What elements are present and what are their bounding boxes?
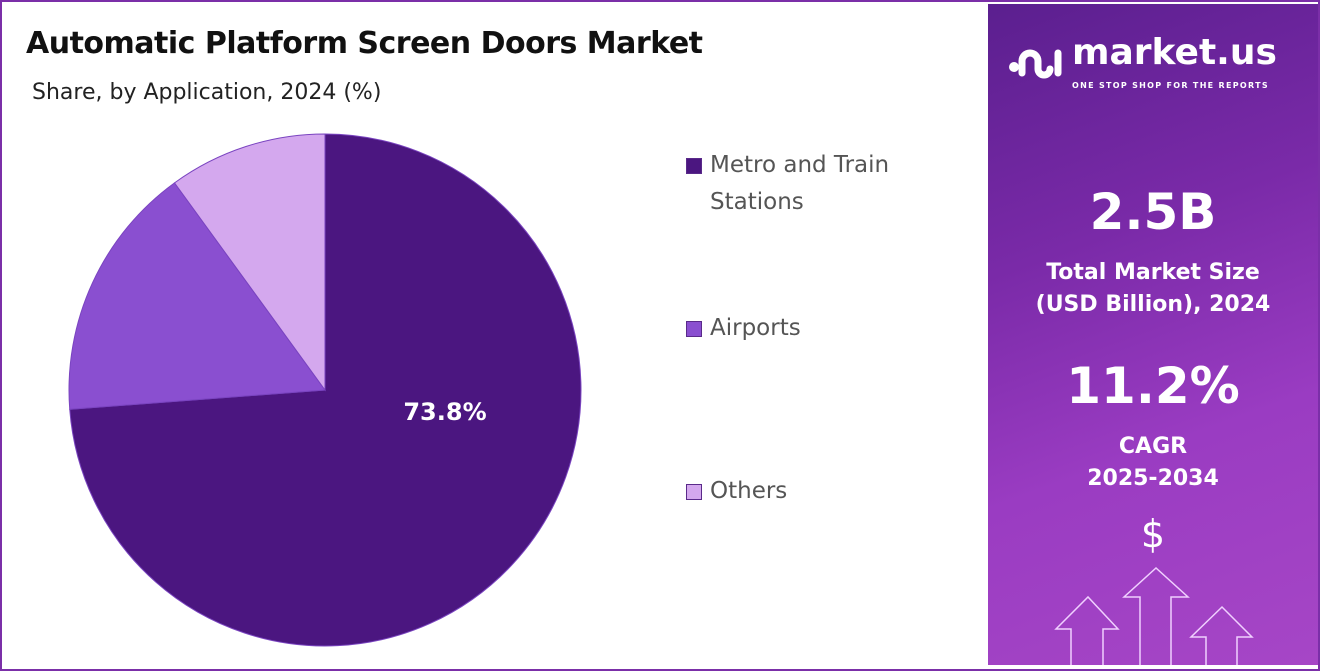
legend-item: Others	[686, 473, 950, 510]
logo-icon	[1009, 49, 1062, 79]
legend-swatch	[686, 484, 702, 500]
legend-swatch	[686, 158, 702, 174]
legend-item: Metro and Train Stations	[686, 147, 950, 221]
chart-subtitle: Share, by Application, 2024 (%)	[32, 80, 382, 105]
cagr-value: 11.2%	[1066, 357, 1240, 415]
chart-title: Automatic Platform Screen Doors Market	[26, 26, 703, 61]
cagr-label-1: CAGR	[1118, 434, 1188, 459]
pie-slice-1	[68, 182, 326, 410]
brand-name: market.us	[1072, 32, 1277, 73]
chart-panel: Automatic Platform Screen Doors Market S…	[2, 2, 986, 669]
market-size-label-2: (USD Billion), 2024	[1035, 292, 1271, 317]
brand-tagline: ONE STOP SHOP FOR THE REPORTS	[1072, 81, 1269, 90]
growth-arrows-icon	[1054, 566, 1254, 665]
legend-label: Others	[710, 478, 788, 504]
legend-item: Airports	[686, 310, 950, 347]
pie-slice-2	[173, 133, 326, 392]
legend-label: Airports	[710, 315, 801, 341]
legend-swatch	[686, 321, 702, 337]
cagr-label-2: 2025-2034	[1087, 466, 1219, 491]
market-size-label-1: Total Market Size	[1046, 260, 1260, 285]
summary-panel: market.us ONE STOP SHOP FOR THE REPORTS …	[988, 4, 1318, 665]
pie-chart: 73.8%	[68, 133, 582, 647]
market-us-logo: market.us ONE STOP SHOP FOR THE REPORTS	[1008, 30, 1277, 92]
dollar-icon: $	[1140, 512, 1166, 556]
data-label-0: 73.8%	[403, 398, 486, 426]
market-size-value: 2.5B	[1089, 183, 1217, 241]
legend-label: Metro and Train Stations	[710, 152, 890, 215]
